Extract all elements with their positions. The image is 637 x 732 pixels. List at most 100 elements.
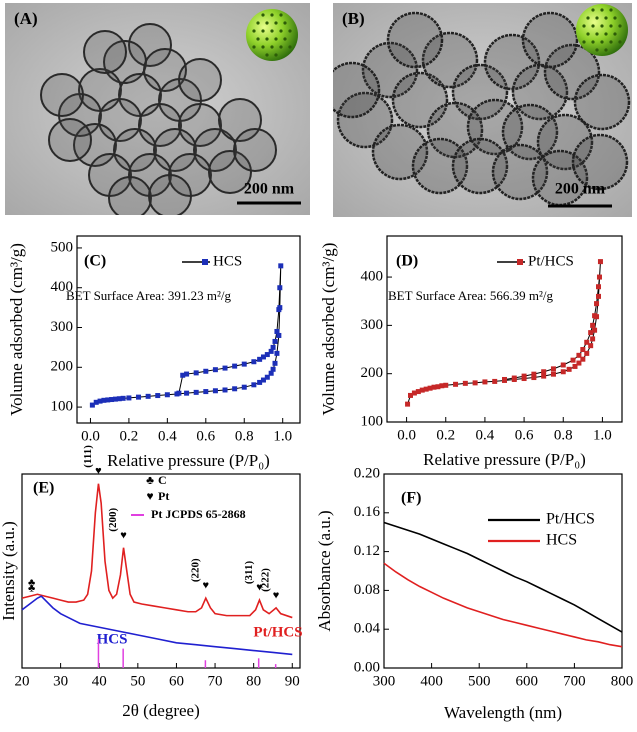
sphere-pore: [274, 53, 278, 57]
data-point: [193, 389, 199, 395]
sphere-pore: [274, 21, 278, 25]
y-tick-label: 0.16: [354, 504, 381, 520]
sphere-pore: [600, 40, 604, 44]
panel-label: (B): [342, 9, 365, 28]
particle: [333, 61, 381, 119]
data-point: [232, 363, 238, 369]
data-point: [453, 381, 459, 387]
data-point: [193, 370, 199, 376]
data-point: [184, 390, 190, 396]
series-line: [21, 595, 293, 656]
data-point: [145, 393, 151, 399]
data-point: [588, 343, 594, 349]
sphere-pore: [582, 24, 586, 28]
data-point: [241, 361, 247, 367]
data-point: [176, 390, 182, 396]
x-tick-label: 20: [15, 673, 30, 689]
sphere-pore: [609, 8, 613, 12]
sphere-pore: [265, 21, 269, 25]
x-tick-label: 600: [516, 673, 539, 689]
data-point: [411, 390, 417, 396]
sphere-pore: [265, 53, 269, 57]
sphere-pore: [600, 24, 604, 28]
data-point: [184, 371, 190, 377]
data-point: [260, 354, 266, 360]
sphere-pore: [279, 13, 283, 17]
phase-name: Pt: [158, 489, 169, 503]
data-point: [550, 366, 556, 372]
data-point: [580, 347, 586, 353]
panel-label: (A): [14, 9, 38, 28]
y-tick-label: 400: [361, 269, 384, 285]
particle: [48, 118, 92, 162]
particle: [501, 103, 559, 161]
particle: [336, 91, 394, 149]
sphere-pore: [252, 45, 256, 49]
y-tick-label: 0.04: [354, 621, 381, 637]
series-label: HCS: [97, 631, 128, 647]
data-point: [560, 369, 566, 375]
data-point: [592, 327, 598, 333]
data-point: [541, 369, 547, 375]
y-tick-label: 300: [51, 319, 74, 335]
x-tick-label: 0.8: [554, 427, 573, 443]
data-point: [276, 332, 282, 338]
peak-label: (222): [260, 568, 272, 592]
x-tick-label: 40: [92, 673, 107, 689]
data-point: [443, 382, 449, 388]
sphere-pore: [591, 8, 595, 12]
legend-label: Pt/HCS: [528, 253, 574, 269]
sphere-pore: [261, 45, 265, 49]
x-tick-label: 0.0: [397, 427, 416, 443]
scale-label: 200 nm: [555, 181, 606, 198]
data-point: [274, 350, 280, 356]
peak-label: (311): [243, 561, 255, 585]
particle: [178, 58, 222, 102]
data-point: [101, 397, 107, 403]
data-point: [126, 395, 132, 401]
x-axis-label: 2θ (degree): [122, 701, 200, 720]
y-tick-label: 200: [51, 359, 74, 375]
data-point: [511, 375, 517, 381]
sphere-pore: [613, 16, 617, 20]
peak-marker: ♥: [256, 582, 263, 594]
data-point: [482, 379, 488, 385]
series-line: [383, 562, 623, 648]
sphere-pore: [586, 16, 590, 20]
x-tick-label: 80: [246, 673, 261, 689]
particle: [218, 98, 262, 142]
data-point: [164, 392, 170, 398]
sphere-pore: [604, 48, 608, 52]
data-point: [492, 378, 498, 384]
panel-label: (E): [33, 480, 54, 497]
sphere-pore: [283, 21, 287, 25]
data-point: [105, 397, 111, 403]
sphere-pore: [604, 16, 608, 20]
sphere-pore: [618, 24, 622, 28]
data-point: [272, 338, 278, 344]
sphere-pore: [261, 13, 265, 17]
data-point: [251, 359, 257, 365]
data-point: [274, 328, 280, 334]
particle: [208, 150, 252, 194]
x-axis-label: Wavelength (nm): [444, 703, 562, 722]
sphere-pore: [270, 13, 274, 17]
sphere-pore: [600, 8, 604, 12]
data-point: [212, 367, 218, 373]
data-point: [276, 307, 282, 313]
series-label: Pt/HCS: [253, 624, 302, 640]
scale-label: 200 nm: [244, 181, 295, 198]
data-point: [439, 383, 445, 389]
y-tick-label: 200: [361, 365, 384, 381]
x-tick-label: 50: [130, 673, 145, 689]
particles: [40, 23, 277, 215]
panel-label: (F): [401, 490, 421, 507]
data-point: [260, 377, 266, 383]
data-point: [241, 384, 247, 390]
x-tick-label: 0.2: [120, 428, 139, 444]
y-tick-label: 100: [361, 413, 384, 429]
particle: [40, 73, 84, 117]
particle: [536, 113, 594, 171]
sphere-pore: [274, 37, 278, 41]
